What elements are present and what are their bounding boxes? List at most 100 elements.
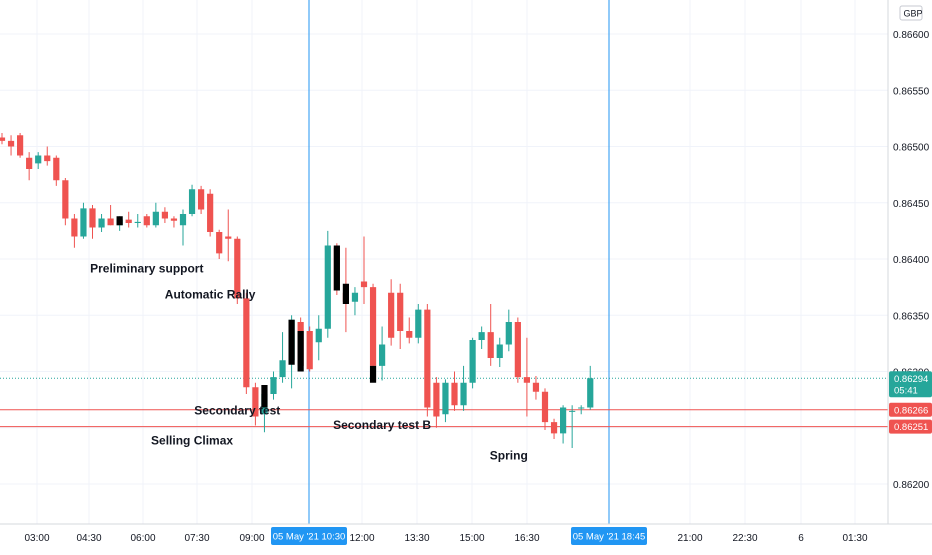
- candle-body[interactable]: [143, 216, 150, 226]
- candle-body[interactable]: [107, 218, 114, 226]
- candle-body[interactable]: [360, 281, 368, 288]
- candle-body[interactable]: [89, 208, 96, 228]
- price-tag-value: 0.86294: [894, 374, 928, 385]
- x-tick-label: 6: [798, 533, 804, 544]
- candle-body[interactable]: [170, 218, 178, 221]
- time-marker-label-bg[interactable]: [271, 527, 347, 545]
- candle-body[interactable]: [487, 332, 494, 358]
- price-tag-bg: [889, 419, 932, 434]
- x-tick-label: 04:30: [76, 533, 101, 544]
- x-tick-label: 13:30: [404, 533, 429, 544]
- candle-body[interactable]: [161, 211, 168, 219]
- candle-body[interactable]: [188, 189, 196, 214]
- y-tick-label: 0.86500: [893, 143, 930, 154]
- candle-body[interactable]: [505, 322, 512, 345]
- x-tick-label: 16:30: [514, 533, 539, 544]
- candles[interactable]: [0, 133, 594, 448]
- candle-body[interactable]: [415, 309, 422, 338]
- annotation-label: Secondary test B: [333, 418, 431, 432]
- currency-badge[interactable]: [899, 5, 923, 21]
- candle-body[interactable]: [179, 214, 187, 226]
- candle-body[interactable]: [569, 410, 576, 412]
- candle-body[interactable]: [35, 155, 42, 164]
- candle-body[interactable]: [460, 382, 467, 406]
- candle-body[interactable]: [225, 236, 232, 239]
- candle-body[interactable]: [532, 382, 540, 392]
- candle-body[interactable]: [306, 331, 313, 370]
- x-tick-label: 01:30: [842, 533, 867, 544]
- candle-body[interactable]: [369, 287, 377, 366]
- candle-body-highlight[interactable]: [288, 319, 295, 365]
- candle-body-highlight[interactable]: [116, 216, 123, 226]
- time-marker-label: 05 May '21 10:30: [273, 532, 346, 543]
- candle-body[interactable]: [71, 218, 78, 237]
- candle-body[interactable]: [0, 137, 6, 141]
- candle-body[interactable]: [125, 219, 132, 223]
- annotation-label: Preliminary support: [90, 262, 203, 276]
- candle-body[interactable]: [152, 211, 159, 226]
- candle-body[interactable]: [379, 344, 386, 366]
- candle-body[interactable]: [62, 180, 69, 219]
- candle-body[interactable]: [252, 387, 259, 417]
- price-tag-value: 0.86251: [894, 422, 928, 433]
- y-tick-label: 0.86350: [893, 311, 930, 322]
- candle-body-highlight[interactable]: [369, 365, 377, 383]
- price-axis-bg: [888, 0, 932, 524]
- candle-body[interactable]: [207, 193, 214, 232]
- candle-body[interactable]: [514, 322, 521, 378]
- candle-body[interactable]: [44, 155, 51, 162]
- x-tick-label: 22:30: [732, 533, 757, 544]
- annotation-label: Spring: [490, 448, 528, 462]
- candle-body-highlight[interactable]: [342, 283, 349, 304]
- candle-body[interactable]: [442, 382, 449, 415]
- candle-body[interactable]: [315, 328, 322, 343]
- y-tick-label: 0.86450: [893, 199, 930, 210]
- candle-body[interactable]: [388, 292, 395, 338]
- x-tick-label: 15:00: [459, 533, 484, 544]
- candle-body-highlight[interactable]: [333, 245, 340, 291]
- candle-body[interactable]: [578, 407, 585, 409]
- candle-body[interactable]: [406, 331, 413, 338]
- candle-body-highlight[interactable]: [261, 385, 268, 408]
- price-axis[interactable]: 0.862000.862500.863000.863500.864000.864…: [887, 0, 932, 524]
- candle-body[interactable]: [279, 360, 286, 378]
- candle-body-highlight[interactable]: [297, 331, 304, 372]
- y-tick-label: 0.86200: [893, 480, 930, 491]
- candle-body[interactable]: [80, 208, 87, 237]
- price-tag-bg: [889, 371, 932, 398]
- candle-body[interactable]: [17, 135, 24, 156]
- candle-body[interactable]: [433, 382, 440, 417]
- candle-body[interactable]: [216, 232, 223, 254]
- time-axis[interactable]: 03:00 04:30 06:00 07:30 09:00 12:00 13:30 15:00…: [0, 523, 932, 550]
- candle-body[interactable]: [541, 391, 549, 423]
- candle-body[interactable]: [270, 377, 277, 394]
- candle-body[interactable]: [587, 378, 594, 408]
- candle-body[interactable]: [7, 140, 15, 147]
- candle-body[interactable]: [424, 309, 431, 408]
- candle-body[interactable]: [523, 377, 530, 383]
- candle-body[interactable]: [496, 344, 503, 359]
- candle-body[interactable]: [198, 189, 205, 210]
- time-marker-label-bg[interactable]: [571, 527, 647, 545]
- x-tick-label: 12:00: [349, 533, 374, 544]
- candle-body[interactable]: [243, 298, 250, 388]
- price-tag-value: 0.86266: [894, 405, 928, 416]
- candle-body[interactable]: [478, 332, 485, 340]
- candle-body[interactable]: [351, 292, 359, 302]
- y-tick-label: 0.86550: [893, 86, 930, 97]
- candle-body[interactable]: [560, 407, 567, 434]
- candle-body[interactable]: [98, 218, 105, 228]
- candle-body[interactable]: [469, 340, 476, 383]
- candle-body[interactable]: [26, 157, 33, 169]
- candle-body[interactable]: [234, 238, 241, 299]
- candle-body[interactable]: [550, 422, 558, 434]
- grid: [0, 0, 888, 524]
- candle-body[interactable]: [134, 221, 141, 223]
- candle-body[interactable]: [451, 382, 458, 406]
- candle-body[interactable]: [397, 292, 404, 331]
- y-tick-label: 0.86600: [893, 30, 930, 41]
- candle-body[interactable]: [324, 245, 331, 329]
- candle-body[interactable]: [53, 157, 60, 181]
